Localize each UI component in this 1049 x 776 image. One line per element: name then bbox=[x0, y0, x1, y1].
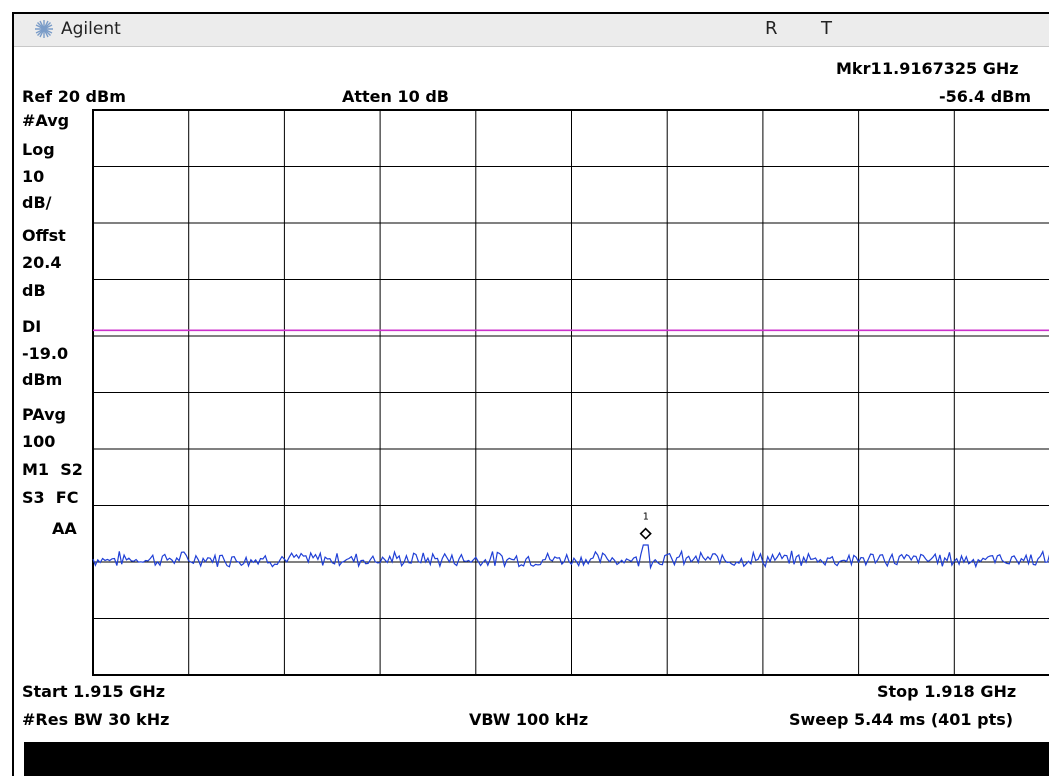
spectrum-plot: 1 bbox=[92, 109, 1049, 676]
status-trigger: T bbox=[821, 18, 832, 39]
resolution-bandwidth: #Res BW 30 kHz bbox=[22, 710, 170, 729]
left-annotation-line: -19.0 bbox=[22, 344, 69, 363]
agilent-spark-icon bbox=[35, 20, 53, 38]
stop-frequency: Stop 1.918 GHz bbox=[877, 682, 1017, 701]
video-bandwidth: VBW 100 kHz bbox=[469, 710, 589, 729]
marker-label: Mkr1 bbox=[836, 59, 882, 78]
marker-number: 1 bbox=[643, 512, 649, 523]
left-annotation-line: PAvg bbox=[22, 405, 66, 424]
attenuation: Atten 10 dB bbox=[342, 87, 449, 106]
left-annotation-line: DI bbox=[22, 317, 42, 336]
title-bar: Agilent R T bbox=[14, 14, 1049, 47]
message-bar bbox=[24, 742, 1049, 776]
reference-level: Ref 20 dBm bbox=[22, 87, 126, 106]
left-annotation-line: Offst bbox=[22, 226, 66, 245]
start-frequency: Start 1.915 GHz bbox=[22, 682, 166, 701]
marker-level: -56.4 dBm bbox=[939, 87, 1032, 106]
left-annotation-line: dB/ bbox=[22, 193, 52, 212]
marker-frequency: 1.9167325 GHz bbox=[882, 59, 1019, 78]
brand: Agilent bbox=[34, 19, 121, 39]
sweep-time: Sweep 5.44 ms (401 pts) bbox=[789, 710, 1014, 729]
left-annotation-line: #Avg bbox=[22, 111, 70, 130]
brand-name: Agilent bbox=[61, 19, 121, 39]
left-annotation-line: Log bbox=[22, 140, 55, 159]
trace-line bbox=[92, 544, 1049, 570]
left-annotation-line: M1 S2 bbox=[22, 460, 83, 479]
marker-diamond bbox=[639, 527, 652, 540]
analyzer-frame bbox=[12, 12, 1049, 776]
status-remote: R bbox=[765, 18, 778, 39]
left-annotation-line: AA bbox=[52, 519, 77, 538]
left-annotation-line: S3 FC bbox=[22, 488, 79, 507]
left-annotation-line: 10 bbox=[22, 167, 45, 186]
left-annotation-line: 100 bbox=[22, 432, 56, 451]
left-annotation-line: dBm bbox=[22, 370, 63, 389]
left-annotation-line: 20.4 bbox=[22, 253, 62, 272]
left-annotation-line: dB bbox=[22, 281, 46, 300]
